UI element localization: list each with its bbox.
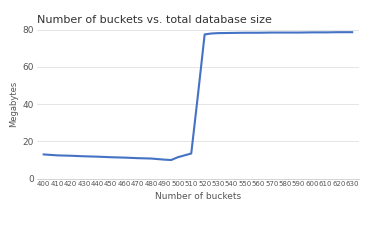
X-axis label: Number of buckets: Number of buckets bbox=[155, 192, 241, 201]
Y-axis label: Megabytes: Megabytes bbox=[10, 81, 18, 127]
Text: Number of buckets vs. total database size: Number of buckets vs. total database siz… bbox=[37, 15, 272, 25]
